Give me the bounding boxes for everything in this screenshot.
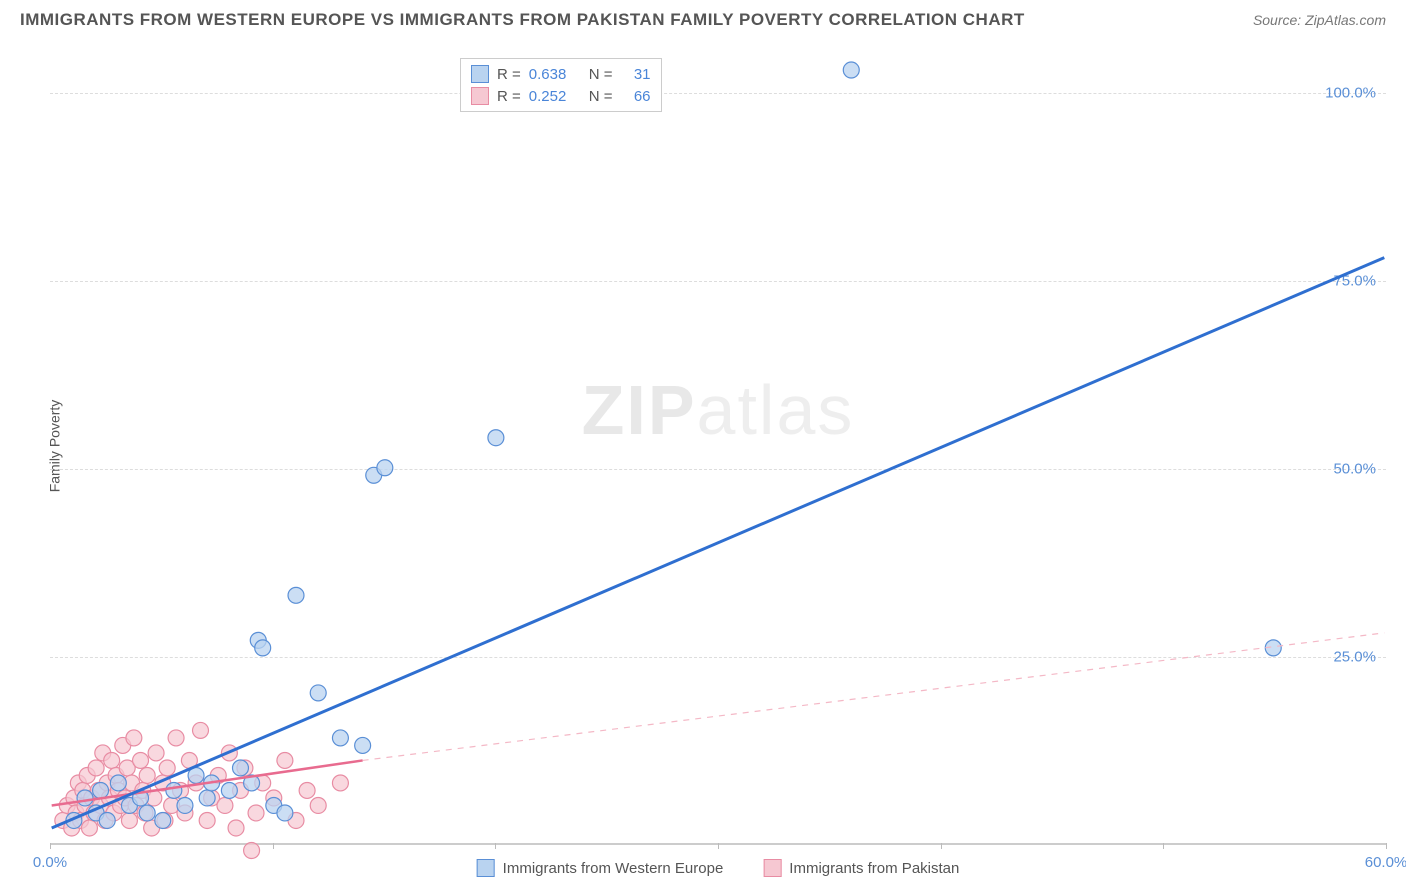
legend-label: Immigrants from Western Europe bbox=[503, 860, 724, 877]
data-point bbox=[193, 722, 209, 738]
legend-swatch bbox=[471, 65, 489, 83]
data-point bbox=[232, 760, 248, 776]
data-point bbox=[199, 790, 215, 806]
data-point bbox=[843, 62, 859, 78]
data-point bbox=[99, 813, 115, 829]
data-point bbox=[126, 730, 142, 746]
data-point bbox=[121, 813, 137, 829]
legend-n-label: N = bbox=[589, 66, 613, 83]
x-tick: 0.0% bbox=[33, 854, 67, 871]
data-point bbox=[255, 640, 271, 656]
legend-r-value: 0.252 bbox=[529, 88, 581, 105]
x-tick-mark bbox=[718, 843, 719, 849]
data-point bbox=[77, 790, 93, 806]
title-bar: IMMIGRANTS FROM WESTERN EUROPE VS IMMIGR… bbox=[0, 0, 1406, 35]
data-point bbox=[139, 805, 155, 821]
data-point bbox=[177, 797, 193, 813]
data-point bbox=[155, 813, 171, 829]
data-point bbox=[217, 797, 233, 813]
data-point bbox=[299, 782, 315, 798]
data-point bbox=[488, 430, 504, 446]
legend-n-value: 66 bbox=[621, 88, 651, 105]
legend-swatch bbox=[763, 859, 781, 877]
legend-r-value: 0.638 bbox=[529, 66, 581, 83]
data-point bbox=[355, 737, 371, 753]
data-point bbox=[310, 685, 326, 701]
data-point bbox=[139, 767, 155, 783]
trend-line bbox=[52, 258, 1385, 828]
scatter-svg bbox=[50, 55, 1386, 843]
legend-item: Immigrants from Western Europe bbox=[477, 859, 724, 877]
x-tick-mark bbox=[495, 843, 496, 849]
legend-row: R = 0.252 N = 66 bbox=[471, 85, 651, 107]
chart-plot-area: ZIPatlas 25.0%50.0%75.0%100.0% 0.0%60.0%… bbox=[50, 55, 1386, 845]
chart-title: IMMIGRANTS FROM WESTERN EUROPE VS IMMIGR… bbox=[20, 10, 1025, 30]
data-point bbox=[288, 587, 304, 603]
legend-item: Immigrants from Pakistan bbox=[763, 859, 959, 877]
source-label: Source: ZipAtlas.com bbox=[1253, 12, 1386, 28]
legend-n-value: 31 bbox=[621, 66, 651, 83]
data-point bbox=[166, 782, 182, 798]
data-point bbox=[81, 820, 97, 836]
data-point bbox=[277, 752, 293, 768]
legend-r-label: R = bbox=[497, 66, 521, 83]
data-point bbox=[248, 805, 264, 821]
x-tick-mark bbox=[941, 843, 942, 849]
legend-row: R = 0.638 N = 31 bbox=[471, 63, 651, 85]
x-tick-mark bbox=[1163, 843, 1164, 849]
legend-swatch bbox=[477, 859, 495, 877]
legend-n-label: N = bbox=[589, 88, 613, 105]
data-point bbox=[168, 730, 184, 746]
legend-swatch bbox=[471, 87, 489, 105]
data-point bbox=[310, 797, 326, 813]
data-point bbox=[332, 775, 348, 791]
x-tick-mark bbox=[273, 843, 274, 849]
x-tick: 60.0% bbox=[1365, 854, 1406, 871]
data-point bbox=[228, 820, 244, 836]
data-point bbox=[244, 843, 260, 859]
legend-label: Immigrants from Pakistan bbox=[789, 860, 959, 877]
data-point bbox=[133, 752, 149, 768]
series-legend: Immigrants from Western Europe Immigrants… bbox=[477, 859, 960, 877]
data-point bbox=[377, 460, 393, 476]
data-point bbox=[332, 730, 348, 746]
trend-line bbox=[363, 633, 1385, 761]
data-point bbox=[159, 760, 175, 776]
data-point bbox=[93, 782, 109, 798]
x-tick-mark bbox=[1386, 843, 1387, 849]
data-point bbox=[104, 752, 120, 768]
data-point bbox=[148, 745, 164, 761]
data-point bbox=[221, 782, 237, 798]
data-point bbox=[277, 805, 293, 821]
data-point bbox=[199, 813, 215, 829]
x-tick-mark bbox=[50, 843, 51, 849]
correlation-legend: R = 0.638 N = 31 R = 0.252 N = 66 bbox=[460, 58, 662, 112]
data-point bbox=[88, 760, 104, 776]
legend-r-label: R = bbox=[497, 88, 521, 105]
data-point bbox=[110, 775, 126, 791]
